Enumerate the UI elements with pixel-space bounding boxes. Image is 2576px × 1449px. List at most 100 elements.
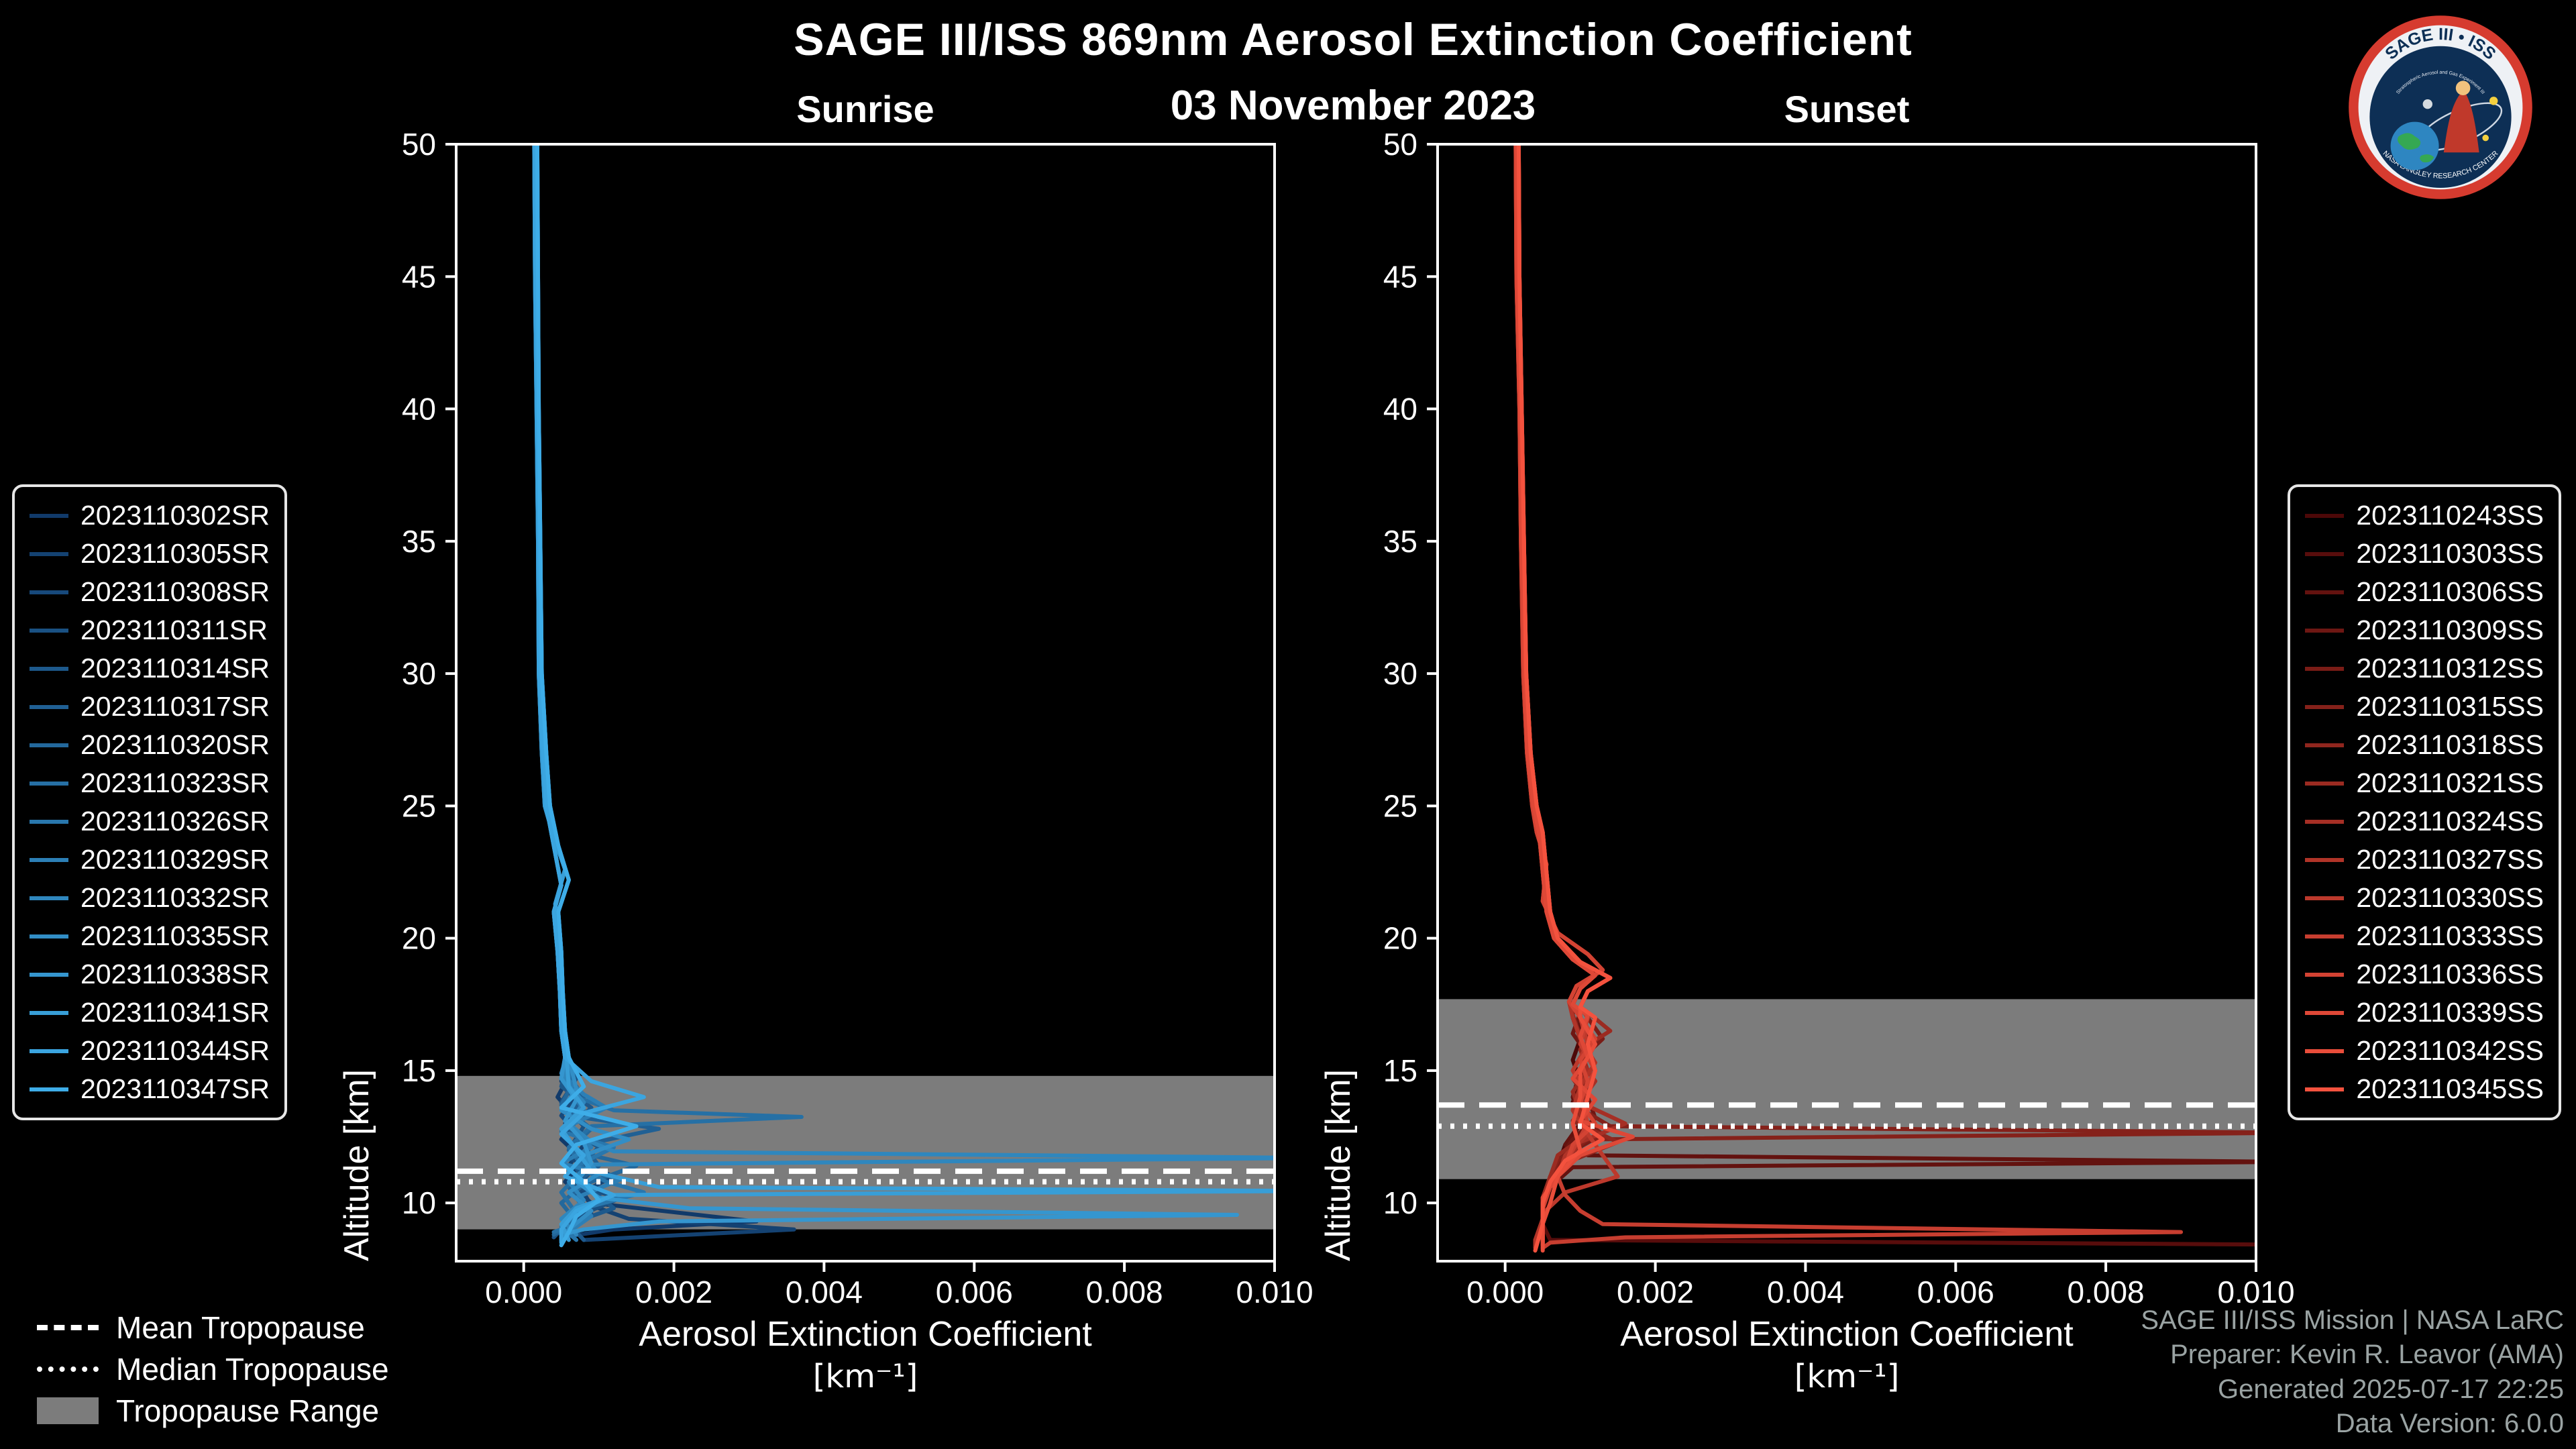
legend-line-swatch <box>30 934 68 938</box>
figure-head-icon <box>2455 80 2471 95</box>
legend-label: 2023110330SS <box>2356 882 2544 913</box>
legend-line-swatch <box>30 857 68 862</box>
profile-2023110338SR <box>533 144 1239 1237</box>
legend-item: 2023110338SR <box>30 955 270 994</box>
legend-item: 2023110333SS <box>2305 917 2544 955</box>
tropopause-legend: Mean Tropopause Median Tropopause Tropop… <box>37 1307 389 1432</box>
legend-line-swatch <box>30 1087 68 1091</box>
axes: 10 15 20 25 30 35 40 45 50 0.000 0.002 0.004 0.006 0.… <box>1383 127 2295 1309</box>
ytick-label: 40 <box>1383 392 1417 427</box>
figure-date: 03 November 2023 <box>1170 83 1536 129</box>
legend-line-swatch <box>30 743 68 747</box>
planet-dot-icon <box>2489 97 2498 105</box>
legend-item: 2023110308SR <box>30 573 270 611</box>
legend-line-swatch <box>2305 551 2345 556</box>
legend-line-swatch <box>2305 628 2345 633</box>
legend-item: 2023110324SS <box>2305 802 2544 841</box>
axes: 10 15 20 25 30 35 40 45 50 0.000 0.002 0.004 0.006 0.… <box>402 127 1313 1309</box>
earth-land-icon <box>2398 133 2421 150</box>
plot-frame <box>1436 143 2257 1263</box>
legend-label: 2023110329SR <box>80 844 270 875</box>
legend-item-mean-tropopause: Mean Tropopause <box>37 1307 389 1348</box>
xtick-label: 0.002 <box>1617 1275 1694 1309</box>
legend-line-swatch <box>30 666 68 671</box>
legend-item: 2023110309SS <box>2305 611 2544 649</box>
legend-line-swatch <box>30 1010 68 1015</box>
ytick-label: 35 <box>1383 524 1417 559</box>
legend-label: 2023110323SR <box>80 767 270 798</box>
sage-iss-logo-svg: SAGE III • ISS Stratospheric Aerosol and… <box>2349 15 2532 199</box>
sunset-plot: 10 15 20 25 30 35 40 45 50 0.000 0.002 0.004 0.006 0.… <box>1383 127 2295 1309</box>
ytick-label: 20 <box>402 921 436 956</box>
legend-label: 2023110314SR <box>80 653 270 684</box>
ytick-label: 25 <box>402 788 436 823</box>
legend-label: 2023110345SS <box>2356 1073 2544 1104</box>
moon-icon <box>2422 99 2432 109</box>
legend-label: 2023110324SS <box>2356 806 2544 837</box>
legend-line-swatch <box>30 513 68 518</box>
legend-label: 2023110342SS <box>2356 1035 2544 1066</box>
legend-line-swatch <box>30 781 68 786</box>
legend-item: 2023110327SS <box>2305 841 2544 879</box>
legend-label: 2023110333SS <box>2356 920 2544 951</box>
legend-line-swatch <box>2305 590 2345 594</box>
profile-2023110317SR <box>533 144 661 1237</box>
legend-item-tropopause-range: Tropopause Range <box>37 1390 389 1432</box>
sunset-legend: 2023110243SS 2023110303SS 2023110306SS 2023… <box>2288 484 2561 1120</box>
credit-generated: Generated 2025-07-17 22:25 <box>2218 1374 2564 1404</box>
ytick-label: 15 <box>1383 1053 1417 1088</box>
sunset-y-axis-label: Altitude [km] <box>1319 1069 1358 1261</box>
legend-item: 2023110347SR <box>30 1070 270 1108</box>
legend-line-swatch <box>2305 896 2345 900</box>
legend-item: 2023110330SS <box>2305 879 2544 917</box>
profile-2023110341SR <box>532 144 1275 1242</box>
profile-2023110326SR <box>535 144 646 1242</box>
legend-item: 2023110305SR <box>30 535 270 573</box>
legend-label: 2023110347SR <box>80 1073 270 1104</box>
legend-label: 2023110308SR <box>80 576 270 607</box>
legend-label: 2023110312SS <box>2356 653 2544 684</box>
panel-title-sunrise: Sunrise <box>796 88 934 130</box>
profile-2023110345SS <box>1516 144 1613 1253</box>
legend-item: 2023110302SR <box>30 496 270 535</box>
panel-title-sunset: Sunset <box>1784 88 1910 130</box>
legend-item: 2023110329SR <box>30 841 270 879</box>
sunrise-plot: 10 15 20 25 30 35 40 45 50 0.000 0.002 0.004 0.006 0.… <box>402 127 1313 1309</box>
ytick-label: 45 <box>402 259 436 294</box>
legend-item: 2023110335SR <box>30 917 270 955</box>
xtick-label: 0.010 <box>1236 1275 1313 1309</box>
credit-data-version: Data Version: 6.0.0 <box>2335 1408 2564 1438</box>
legend-item: 2023110345SS <box>2305 1070 2544 1108</box>
legend-label: 2023110311SR <box>80 614 268 645</box>
legend-line-swatch <box>2305 704 2345 709</box>
profile-2023110332SR <box>533 144 1275 1237</box>
ytick-label: 25 <box>1383 788 1417 823</box>
xtick-label: 0.008 <box>1086 1275 1163 1309</box>
ytick-label: 15 <box>402 1053 436 1088</box>
legend-item: 2023110311SR <box>30 611 270 649</box>
legend-item: 2023110303SS <box>2305 535 2544 573</box>
legend-label: 2023110332SR <box>80 882 270 913</box>
credit-preparer: Preparer: Kevin R. Leavor (AMA) <box>2170 1340 2564 1370</box>
legend-item: 2023110342SS <box>2305 1032 2544 1070</box>
legend-line-swatch <box>2305 934 2345 938</box>
legend-label: 2023110315SS <box>2356 691 2544 722</box>
legend-label: 2023110327SS <box>2356 844 2544 875</box>
legend-line-swatch <box>30 819 68 824</box>
legend-line-swatch <box>2305 1049 2345 1053</box>
legend-item: 2023110341SR <box>30 994 270 1032</box>
ytick-label: 45 <box>1383 259 1417 294</box>
legend-label: 2023110243SS <box>2356 500 2544 531</box>
profile-2023110347SR <box>535 144 639 1248</box>
dotted-line-swatch <box>37 1366 99 1372</box>
legend-item: 2023110317SR <box>30 688 270 726</box>
legend-item: 2023110326SR <box>30 802 270 841</box>
legend-item: 2023110332SR <box>30 879 270 917</box>
ytick-label: 10 <box>1383 1185 1417 1220</box>
legend-label: Tropopause Range <box>116 1393 380 1428</box>
legend-label: 2023110309SS <box>2356 614 2544 645</box>
figure-title: SAGE III/ISS 869nm Aerosol Extinction Co… <box>794 14 1913 65</box>
ytick-label: 30 <box>402 656 436 691</box>
x-axis-unit: [km⁻¹] <box>1794 1358 1900 1395</box>
